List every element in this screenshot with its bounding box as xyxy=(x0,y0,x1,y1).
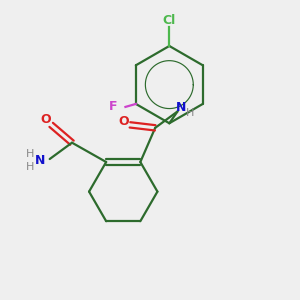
Text: H: H xyxy=(26,162,34,172)
Text: N: N xyxy=(176,101,186,114)
Text: H: H xyxy=(26,149,34,159)
Text: H: H xyxy=(186,108,194,118)
Text: O: O xyxy=(118,116,129,128)
Text: N: N xyxy=(35,154,45,167)
Text: O: O xyxy=(40,113,51,126)
Text: F: F xyxy=(108,100,117,113)
Text: Cl: Cl xyxy=(163,14,176,27)
